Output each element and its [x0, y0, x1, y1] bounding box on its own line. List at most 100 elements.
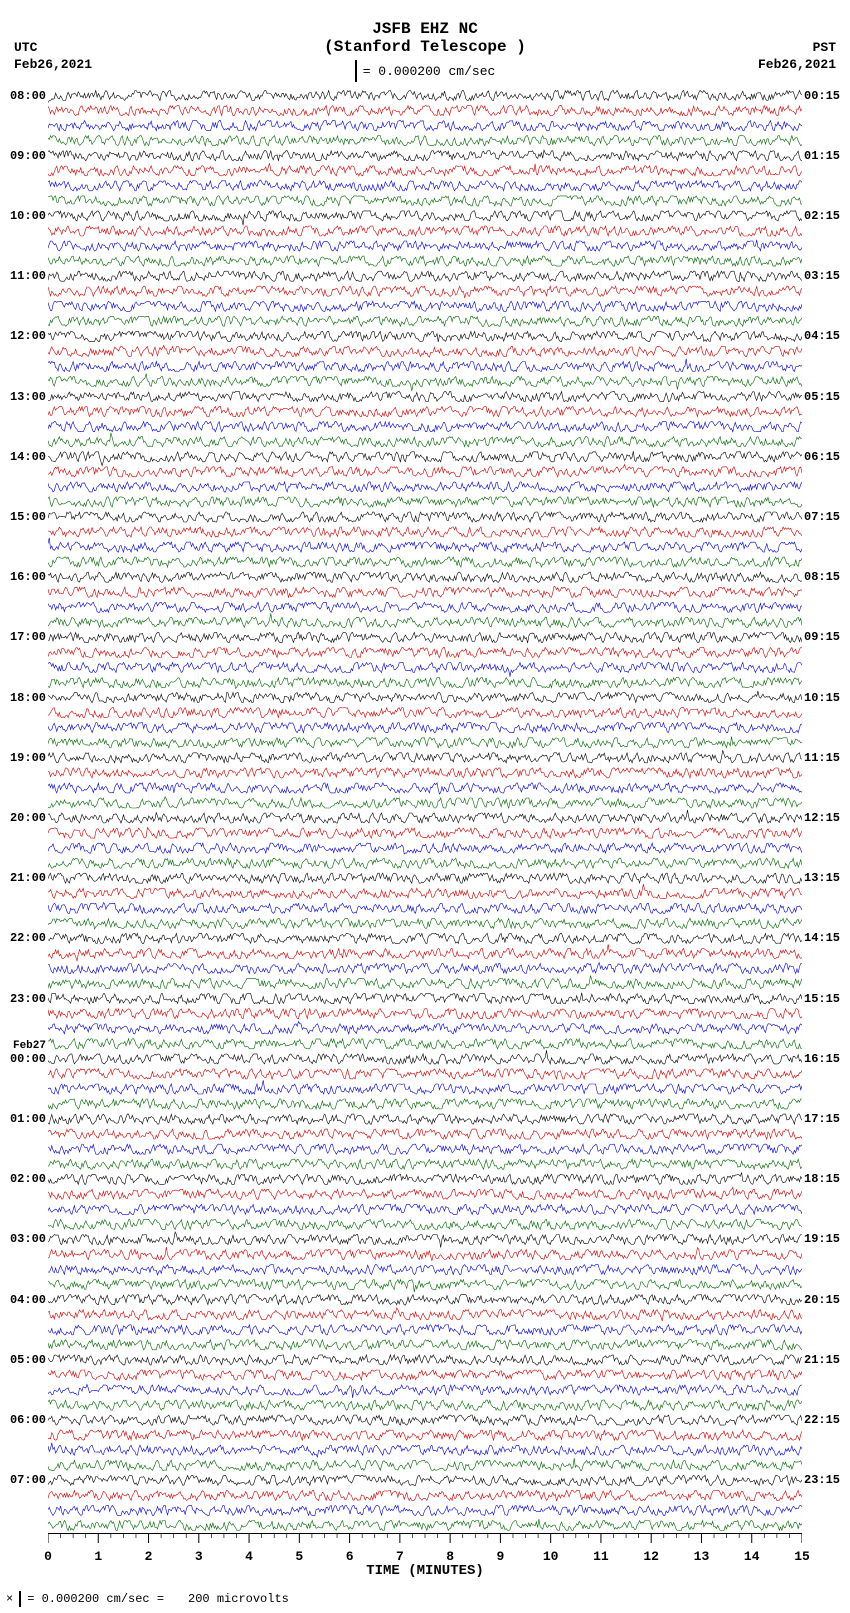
right-hour-label: 03:15	[804, 269, 840, 283]
trace-18	[48, 359, 802, 372]
trace-86	[48, 1384, 802, 1398]
trace-74	[48, 1204, 802, 1214]
trace-15	[48, 316, 802, 326]
trace-81	[48, 1308, 802, 1321]
x-axis-title: TIME (MINUTES)	[48, 1563, 802, 1579]
right-timezone-block: PST Feb26,2021	[758, 40, 836, 74]
trace-85	[48, 1370, 802, 1380]
footer-text-b: 200 microvolts	[188, 1592, 289, 1606]
trace-7	[48, 196, 802, 206]
right-hour-label: 18:15	[804, 1172, 840, 1186]
x-axis: 0123456789101112131415 TIME (MINUTES)	[48, 1533, 802, 1567]
left-hour-label: 01:00	[10, 1112, 46, 1126]
right-hour-label: 12:15	[804, 811, 840, 825]
trace-70	[48, 1144, 802, 1154]
trace-75	[48, 1219, 802, 1229]
right-hour-label: 22:15	[804, 1413, 840, 1427]
x-tick-label: 4	[245, 1549, 253, 1564]
footer-prefix: ×	[6, 1592, 13, 1606]
right-hour-label: 01:15	[804, 149, 840, 163]
trace-61	[48, 1009, 802, 1019]
trace-47	[48, 797, 802, 808]
trace-83	[48, 1340, 802, 1350]
trace-93	[48, 1490, 802, 1501]
x-tick-label: 12	[643, 1549, 659, 1564]
right-hour-label: 06:15	[804, 450, 840, 464]
trace-11	[48, 256, 802, 266]
station-code: JSFB EHZ NC	[0, 20, 850, 38]
left-hour-label: 16:00	[10, 570, 46, 584]
trace-19	[48, 374, 802, 391]
x-tick-label: 3	[195, 1549, 203, 1564]
right-hour-label: 10:15	[804, 691, 840, 705]
trace-4	[48, 150, 802, 161]
trace-8	[48, 211, 802, 225]
left-hour-label: 05:00	[10, 1353, 46, 1367]
trace-87	[48, 1400, 802, 1410]
x-tick-label: 11	[593, 1549, 609, 1564]
trace-26	[48, 482, 802, 492]
right-hour-label: 23:15	[804, 1473, 840, 1487]
trace-94	[48, 1505, 802, 1515]
trace-5	[48, 163, 802, 176]
x-tick-label: 13	[694, 1549, 710, 1564]
left-hour-label: 00:00	[10, 1052, 46, 1066]
trace-90	[48, 1443, 802, 1457]
left-hour-label: 11:00	[10, 269, 46, 283]
trace-68	[48, 1114, 802, 1124]
trace-57	[48, 944, 802, 961]
x-tick-label: 2	[145, 1549, 153, 1564]
trace-67	[48, 1099, 802, 1109]
trace-64	[48, 1050, 802, 1064]
right-tz-label: PST	[758, 40, 836, 57]
left-hour-label: 04:00	[10, 1293, 46, 1307]
right-hour-label: 17:15	[804, 1112, 840, 1126]
trace-38	[48, 663, 802, 677]
trace-9	[48, 226, 802, 236]
trace-23	[48, 433, 802, 447]
left-hour-label: 12:00	[10, 329, 46, 343]
right-hour-label: 11:15	[804, 751, 840, 765]
trace-49	[48, 828, 802, 839]
trace-62	[48, 1021, 802, 1033]
trace-30	[48, 538, 802, 552]
trace-21	[48, 407, 802, 417]
trace-32	[48, 572, 802, 582]
left-hour-label: 14:00	[10, 450, 46, 464]
right-hour-label: 09:15	[804, 630, 840, 644]
trace-76	[48, 1232, 802, 1248]
trace-50	[48, 843, 802, 854]
trace-25	[48, 465, 802, 477]
right-date: Feb26,2021	[758, 57, 836, 74]
x-tick-label: 14	[744, 1549, 760, 1564]
trace-0	[48, 91, 802, 103]
trace-1	[48, 106, 802, 116]
left-hour-label: 10:00	[10, 209, 46, 223]
trace-48	[48, 810, 802, 823]
left-hour-label: 18:00	[10, 691, 46, 705]
trace-80	[48, 1295, 802, 1305]
x-tick-labels: 0123456789101112131415	[48, 1549, 802, 1563]
trace-6	[48, 180, 802, 191]
right-hour-label: 05:15	[804, 390, 840, 404]
left-hour-label: 17:00	[10, 630, 46, 644]
trace-51	[48, 858, 802, 868]
left-hour-label: 02:00	[10, 1172, 46, 1186]
trace-12	[48, 271, 802, 282]
right-hour-label: 21:15	[804, 1353, 840, 1367]
trace-54	[48, 903, 802, 914]
trace-17	[48, 345, 802, 357]
left-hour-label: 06:00	[10, 1413, 46, 1427]
trace-31	[48, 557, 802, 567]
x-tick-label: 6	[346, 1549, 354, 1564]
trace-10	[48, 240, 802, 251]
trace-55	[48, 918, 802, 929]
right-hour-label: 00:15	[804, 89, 840, 103]
right-hour-label: 15:15	[804, 992, 840, 1006]
scale-bar-icon	[355, 60, 357, 82]
trace-16	[48, 331, 802, 342]
right-hour-label: 08:15	[804, 570, 840, 584]
trace-29	[48, 527, 802, 537]
trace-73	[48, 1187, 802, 1199]
right-hour-label: 14:15	[804, 931, 840, 945]
